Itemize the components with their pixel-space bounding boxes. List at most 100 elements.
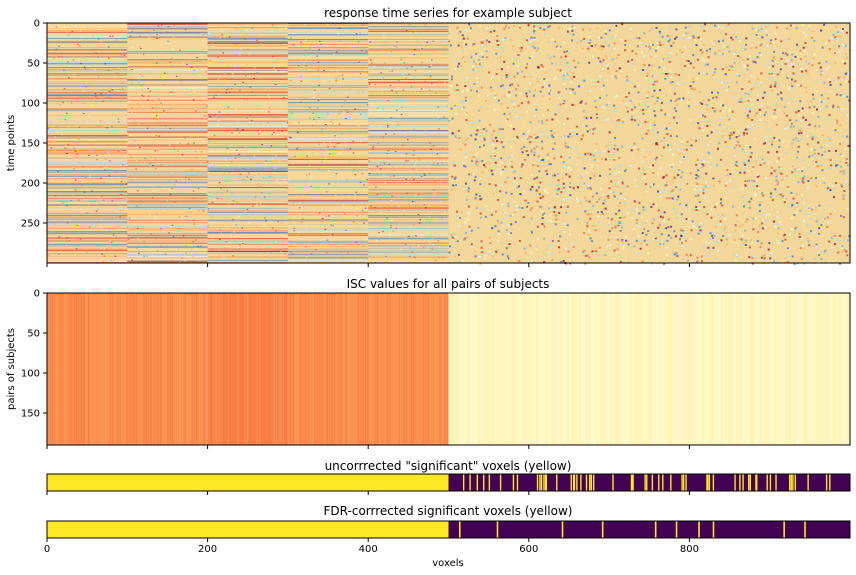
- response-noise-pixel: [678, 74, 681, 76]
- response-signal-pixel: [397, 124, 399, 126]
- response-streak: [368, 50, 449, 52]
- response-streak: [207, 91, 288, 93]
- response-signal-pixel: [384, 87, 387, 89]
- response-signal-pixel: [76, 79, 79, 81]
- response-signal-pixel: [155, 134, 158, 136]
- response-noise-pixel: [650, 150, 653, 153]
- response-noise-pixel: [647, 252, 650, 255]
- response-signal-pixel: [296, 97, 298, 100]
- response-noise-pixel: [633, 179, 636, 182]
- response-noise-pixel: [617, 185, 620, 188]
- response-noise-pixel: [520, 102, 523, 105]
- response-noise-pixel: [775, 137, 777, 140]
- response-noise-pixel: [681, 171, 684, 174]
- response-noise-pixel: [676, 198, 679, 201]
- response-noise-pixel: [754, 115, 757, 118]
- response-signal-pixel: [79, 238, 82, 240]
- response-noise-pixel: [754, 61, 757, 64]
- response-noise-pixel: [530, 162, 533, 165]
- isc-voxel-column: [704, 293, 706, 445]
- response-signal-pixel: [211, 42, 214, 44]
- response-signal-pixel: [428, 66, 431, 68]
- response-signal-pixel: [151, 107, 154, 109]
- response-noise-pixel: [594, 100, 597, 103]
- isc-voxel-column: [290, 293, 292, 445]
- isc-voxel-column: [133, 293, 135, 445]
- response-noise-pixel: [559, 103, 562, 106]
- response-signal-pixel: [196, 56, 198, 59]
- response-noise-pixel: [790, 59, 793, 62]
- response-noise-pixel: [457, 44, 460, 47]
- isc-voxel-column: [524, 293, 526, 445]
- response-noise-pixel: [480, 41, 483, 44]
- response-noise-pixel: [654, 203, 657, 206]
- response-noise-pixel: [503, 94, 506, 97]
- response-signal-pixel: [136, 150, 139, 152]
- response-noise-pixel: [686, 140, 689, 143]
- response-signal-pixel: [189, 245, 191, 247]
- response-noise-pixel: [650, 166, 653, 169]
- response-noise-pixel: [465, 87, 468, 90]
- response-streak: [127, 235, 208, 236]
- response-signal-pixel: [300, 80, 302, 82]
- response-signal-pixel: [292, 111, 294, 113]
- response-noise-pixel: [539, 157, 542, 160]
- response-signal-pixel: [330, 224, 332, 226]
- response-noise-pixel: [647, 129, 650, 132]
- response-noise-pixel: [710, 207, 713, 210]
- response-noise-pixel: [547, 207, 550, 210]
- isc-voxel-column: [331, 293, 333, 445]
- response-signal-pixel: [368, 170, 370, 172]
- response-noise-pixel: [507, 205, 510, 208]
- response-noise-pixel: [500, 103, 503, 106]
- response-noise-pixel: [823, 81, 826, 84]
- response-noise-pixel: [557, 172, 560, 175]
- response-signal-pixel: [293, 81, 296, 83]
- response-noise-pixel: [666, 133, 669, 136]
- response-signal-pixel: [141, 94, 143, 96]
- response-streak: [287, 62, 369, 64]
- response-noise-pixel: [564, 136, 567, 139]
- response-noise-pixel: [519, 193, 522, 195]
- response-noise-pixel: [603, 78, 606, 81]
- response-streak: [47, 231, 128, 232]
- response-noise-pixel: [634, 85, 636, 88]
- panel1-ytick-label: 100: [21, 99, 40, 110]
- response-signal-pixel: [409, 33, 411, 35]
- response-noise-pixel: [734, 259, 737, 262]
- response-noise-pixel: [580, 100, 583, 103]
- response-signal-pixel: [207, 225, 209, 228]
- response-noise-pixel: [464, 60, 466, 63]
- response-streak: [207, 191, 288, 193]
- response-noise-pixel: [476, 129, 479, 132]
- response-streak: [127, 51, 208, 53]
- response-noise-pixel: [571, 129, 574, 132]
- response-noise-pixel: [456, 84, 459, 87]
- response-noise-pixel: [653, 89, 656, 92]
- response-streak: [207, 174, 288, 176]
- response-signal-pixel: [397, 115, 400, 118]
- response-signal-pixel: [384, 62, 386, 64]
- response-signal-pixel: [165, 125, 167, 127]
- response-streak: [127, 87, 208, 88]
- response-noise-pixel: [607, 238, 610, 241]
- response-signal-pixel: [173, 184, 176, 186]
- response-signal-pixel: [117, 118, 120, 120]
- response-streak: [368, 152, 449, 154]
- response-noise-pixel: [738, 144, 741, 147]
- response-signal-pixel: [236, 228, 238, 230]
- response-noise-pixel: [718, 123, 721, 126]
- response-streak: [207, 54, 288, 56]
- response-signal-pixel: [253, 67, 256, 69]
- response-noise-pixel: [701, 25, 704, 27]
- response-noise-pixel: [675, 135, 678, 138]
- response-noise-pixel: [740, 206, 743, 209]
- response-signal-pixel: [236, 217, 239, 219]
- response-noise-pixel: [770, 195, 773, 198]
- response-noise-pixel: [760, 25, 763, 28]
- response-noise-pixel: [772, 41, 775, 44]
- response-signal-pixel: [49, 240, 52, 242]
- response-streak: [287, 104, 369, 106]
- response-signal-pixel: [169, 91, 172, 93]
